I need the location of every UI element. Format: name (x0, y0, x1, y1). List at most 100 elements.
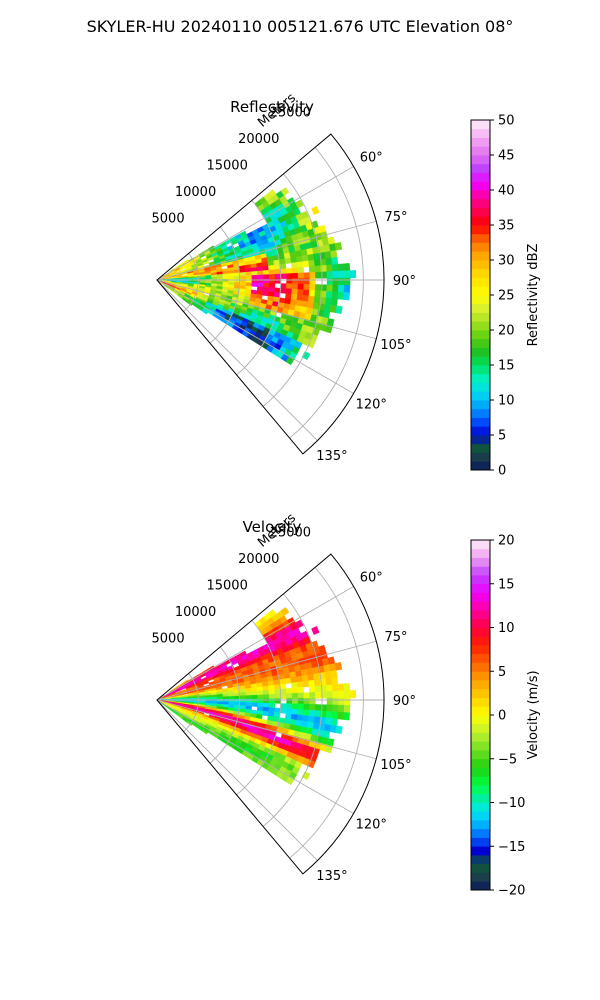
echo-cell (279, 287, 287, 294)
echo-cell (280, 187, 290, 196)
range-tick-label: 5000 (152, 631, 185, 646)
echo-cell (332, 690, 339, 699)
echo-cell (308, 265, 316, 273)
echo-cell (257, 270, 264, 276)
range-tick-label: 5000 (152, 211, 185, 226)
echo-cell (291, 272, 299, 279)
echo-cell (280, 688, 287, 695)
colorbar-segment (471, 863, 490, 873)
echo-cell (263, 694, 270, 700)
echo-cell (240, 695, 247, 700)
echo-cell (314, 284, 322, 292)
echo-cell (228, 272, 235, 277)
colorbar-label: Reflectivity dBZ (526, 244, 541, 347)
azimuth-tick-label: 75° (384, 630, 407, 645)
echo-cell (338, 690, 345, 699)
echo-cell (297, 709, 304, 716)
colorbar-segment (471, 566, 490, 576)
colorbar-segment (471, 583, 490, 593)
colorbar-segment (471, 190, 490, 200)
echo-cell (326, 684, 333, 692)
echo-cell (302, 289, 310, 297)
echo-cell (327, 656, 336, 665)
echo-cell (257, 278, 264, 284)
echo-cell (256, 266, 264, 272)
echo-cell (297, 686, 305, 694)
colorbar-segment (471, 820, 490, 830)
echo-cell (268, 282, 276, 289)
range-ring (262, 173, 323, 407)
range-tick-label: 15000 (206, 158, 247, 173)
echo-cell (274, 707, 281, 714)
echo-cell (205, 697, 212, 700)
echo-cell (274, 688, 281, 695)
echo-cell (285, 713, 292, 720)
radar-echo-cells (158, 607, 357, 786)
echo-cell (313, 716, 321, 724)
echo-cell (309, 704, 316, 711)
colorbar-segment (471, 400, 490, 410)
colorbar-tick-label: 45 (498, 149, 515, 164)
colorbar-segment (471, 461, 490, 471)
colorbar-segment (471, 715, 490, 725)
echo-cell (326, 284, 334, 292)
echo-cell (263, 278, 270, 284)
colorbar-segment (471, 680, 490, 690)
echo-cell (251, 702, 258, 707)
echo-cell (290, 256, 298, 264)
echo-cell (291, 682, 298, 689)
colorbar-segment (471, 216, 490, 226)
echo-cell (228, 275, 235, 280)
echo-cell (274, 278, 281, 284)
colorbar-segment (471, 286, 490, 296)
echo-cell (286, 698, 293, 705)
echo-cell (290, 676, 298, 684)
echo-cell (291, 687, 299, 694)
echo-cell (315, 691, 322, 699)
echo-cell (313, 259, 321, 267)
colorbar-tick-label: −20 (498, 884, 525, 899)
range-ring (289, 567, 364, 859)
colorbar-segment (471, 277, 490, 287)
echo-cell (239, 702, 247, 707)
colorbar-segment (471, 417, 490, 427)
range-tick-label: 10000 (175, 605, 216, 620)
colorbar-segment (471, 443, 490, 453)
echo-cell (343, 690, 351, 699)
echo-cell (314, 685, 322, 693)
colorbar-segment (471, 268, 490, 278)
colorbar-segment (471, 723, 490, 733)
echo-cell (326, 691, 334, 699)
echo-cell (245, 271, 253, 276)
echo-cell (205, 277, 212, 280)
colorbar-segment (471, 251, 490, 261)
echo-cell (222, 693, 229, 698)
colorbar-segment (471, 645, 490, 655)
range-tick-label: 20000 (238, 552, 279, 567)
echo-cell (303, 272, 310, 279)
colorbar-segment (471, 303, 490, 313)
reflectivity-colorbar: 0 5 10 15 20 25 30 35 40 45 50 Reflectivity dBZ (470, 114, 541, 479)
echo-cell (343, 712, 350, 721)
colorbar-segment (471, 347, 490, 357)
echo-cell (284, 677, 292, 685)
echo-cell (262, 710, 269, 717)
echo-cell (338, 697, 345, 706)
echo-cell (331, 263, 339, 272)
echo-cell (262, 265, 270, 271)
echo-cell (330, 298, 338, 307)
echo-cell (201, 308, 209, 315)
colorbar-segment (471, 225, 490, 235)
echo-cell (311, 626, 320, 635)
echo-cell (251, 698, 258, 704)
echo-cell (286, 283, 293, 290)
colorbar-segment (471, 706, 490, 716)
echo-cell (334, 662, 343, 671)
echo-cell (262, 689, 270, 696)
velocity-colorbar: −20 −15 −10 −5 0 5 10 15 20 Velocity (m/s) (470, 534, 541, 899)
colorbar-segment (471, 155, 490, 165)
echo-cell (251, 270, 258, 276)
echo-cell (337, 711, 345, 720)
echo-cell (296, 675, 304, 683)
